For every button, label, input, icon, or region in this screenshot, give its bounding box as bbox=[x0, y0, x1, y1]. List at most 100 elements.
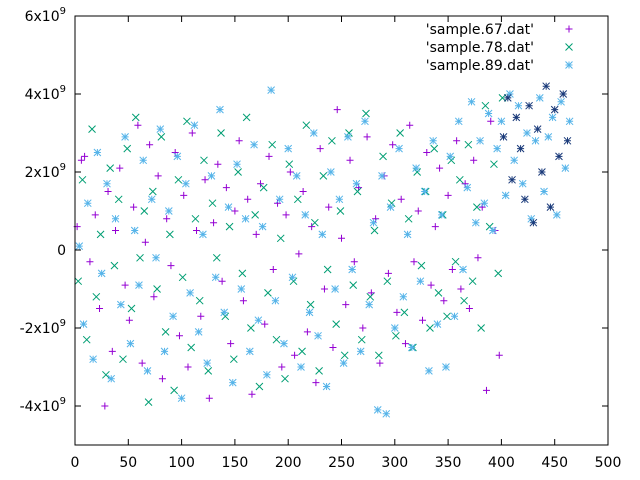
data-point bbox=[238, 269, 247, 278]
data-point bbox=[280, 339, 288, 348]
data-point bbox=[74, 277, 83, 286]
data-point bbox=[446, 152, 455, 161]
data-point bbox=[336, 207, 345, 215]
data-point bbox=[244, 195, 252, 203]
data-point bbox=[180, 191, 188, 199]
data-point bbox=[297, 363, 305, 371]
data-point bbox=[112, 227, 120, 234]
legend: 'sample.67.dat' 'sample.78.dat' 'sample.89… bbox=[426, 22, 573, 74]
x-tick-label: 150 bbox=[222, 455, 249, 471]
data-point bbox=[468, 277, 477, 286]
data-point bbox=[212, 253, 221, 262]
data-point bbox=[350, 258, 358, 266]
x-axis: 0 50 100 150 200 250 300 350 400 450 500 bbox=[71, 16, 622, 471]
data-point bbox=[263, 370, 271, 379]
data-point bbox=[344, 133, 352, 141]
data-point bbox=[91, 211, 99, 219]
data-point bbox=[250, 140, 258, 149]
data-point bbox=[420, 187, 429, 196]
x-tick-label: 0 bbox=[71, 455, 80, 471]
data-point bbox=[265, 152, 273, 160]
data-point bbox=[233, 160, 241, 169]
data-point bbox=[152, 253, 160, 262]
series-4 bbox=[499, 82, 572, 227]
data-point bbox=[412, 164, 420, 172]
data-point bbox=[201, 176, 209, 184]
data-point bbox=[163, 215, 171, 223]
data-point bbox=[191, 214, 200, 223]
data-point bbox=[161, 328, 170, 336]
data-point bbox=[252, 230, 260, 238]
x-tick-label: 400 bbox=[488, 455, 515, 471]
data-point bbox=[365, 300, 374, 309]
data-point bbox=[140, 207, 149, 215]
data-point bbox=[103, 179, 111, 188]
data-point bbox=[480, 199, 489, 208]
data-point bbox=[224, 203, 233, 211]
data-point bbox=[414, 207, 422, 215]
data-point bbox=[463, 183, 472, 192]
data-point bbox=[353, 187, 362, 196]
data-point bbox=[200, 156, 208, 165]
data-point bbox=[229, 355, 238, 364]
data-point bbox=[335, 195, 344, 204]
data-point bbox=[481, 101, 490, 110]
data-point bbox=[267, 86, 275, 94]
data-point bbox=[204, 367, 213, 375]
series-2 bbox=[74, 94, 507, 406]
data-point bbox=[316, 145, 324, 153]
data-point bbox=[318, 230, 327, 239]
data-point bbox=[160, 347, 169, 356]
data-point bbox=[188, 129, 196, 137]
data-point bbox=[259, 183, 268, 192]
x-tick-label: 250 bbox=[328, 455, 355, 471]
data-point bbox=[237, 285, 246, 293]
legend-marker bbox=[565, 25, 573, 33]
data-point bbox=[396, 129, 404, 137]
data-point bbox=[77, 156, 85, 164]
data-point bbox=[309, 129, 318, 137]
x-tick-label: 350 bbox=[435, 455, 462, 471]
data-point bbox=[542, 82, 551, 91]
data-point bbox=[135, 281, 143, 289]
data-point bbox=[514, 101, 523, 110]
data-point bbox=[376, 359, 384, 367]
data-point bbox=[457, 285, 465, 293]
data-point bbox=[369, 218, 378, 227]
data-point bbox=[487, 117, 495, 125]
data-point bbox=[197, 312, 205, 320]
data-point bbox=[314, 331, 322, 340]
data-point bbox=[459, 265, 467, 274]
data-point bbox=[386, 203, 395, 211]
data-point bbox=[361, 117, 369, 126]
data-point bbox=[148, 187, 157, 196]
data-point bbox=[451, 257, 460, 266]
data-point bbox=[116, 164, 124, 172]
data-point bbox=[427, 281, 435, 289]
data-point bbox=[508, 175, 516, 184]
data-point bbox=[282, 211, 290, 219]
data-point bbox=[106, 164, 115, 172]
data-point bbox=[442, 363, 450, 371]
data-point bbox=[92, 292, 101, 301]
data-point bbox=[557, 97, 565, 106]
data-point bbox=[175, 332, 183, 340]
x-tick-label: 500 bbox=[595, 455, 622, 471]
data-point bbox=[301, 211, 310, 219]
data-point bbox=[538, 168, 546, 176]
data-point bbox=[465, 305, 473, 312]
data-point bbox=[559, 90, 568, 98]
data-point bbox=[332, 320, 341, 328]
data-point bbox=[210, 219, 218, 227]
data-point bbox=[548, 113, 557, 122]
data-point bbox=[426, 324, 434, 332]
data-point bbox=[247, 324, 255, 332]
data-point bbox=[234, 168, 242, 176]
data-point bbox=[315, 367, 323, 375]
data-point bbox=[299, 188, 307, 195]
data-point bbox=[211, 273, 220, 282]
data-point bbox=[362, 109, 370, 118]
data-point bbox=[88, 125, 96, 133]
data-point bbox=[499, 133, 508, 141]
data-point bbox=[319, 172, 328, 180]
